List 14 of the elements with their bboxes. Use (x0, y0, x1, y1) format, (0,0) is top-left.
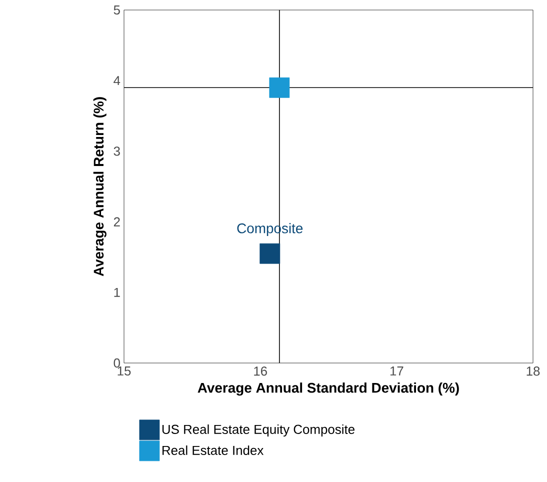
x-axis-title: Average Annual Standard Deviation (%) (198, 382, 459, 396)
y-tick-label: 4 (114, 76, 120, 86)
x-tick-label: 16 (254, 366, 267, 376)
legend-label: US Real Estate Equity Composite (162, 424, 354, 437)
x-tick-label: 18 (526, 366, 540, 376)
x-tick-label: 15 (118, 366, 131, 376)
y-axis-title: Average Annual Return (%) (93, 97, 106, 276)
y-tick-label: 5 (114, 5, 120, 15)
y-tick-label: 0 (114, 358, 120, 368)
legend-label: Real Estate Index (162, 445, 264, 455)
x-tick-label: 17 (390, 366, 404, 376)
y-tick-label: 3 (114, 146, 120, 156)
y-tick-label: 2 (114, 217, 120, 226)
y-tick-label: 1 (114, 288, 120, 297)
